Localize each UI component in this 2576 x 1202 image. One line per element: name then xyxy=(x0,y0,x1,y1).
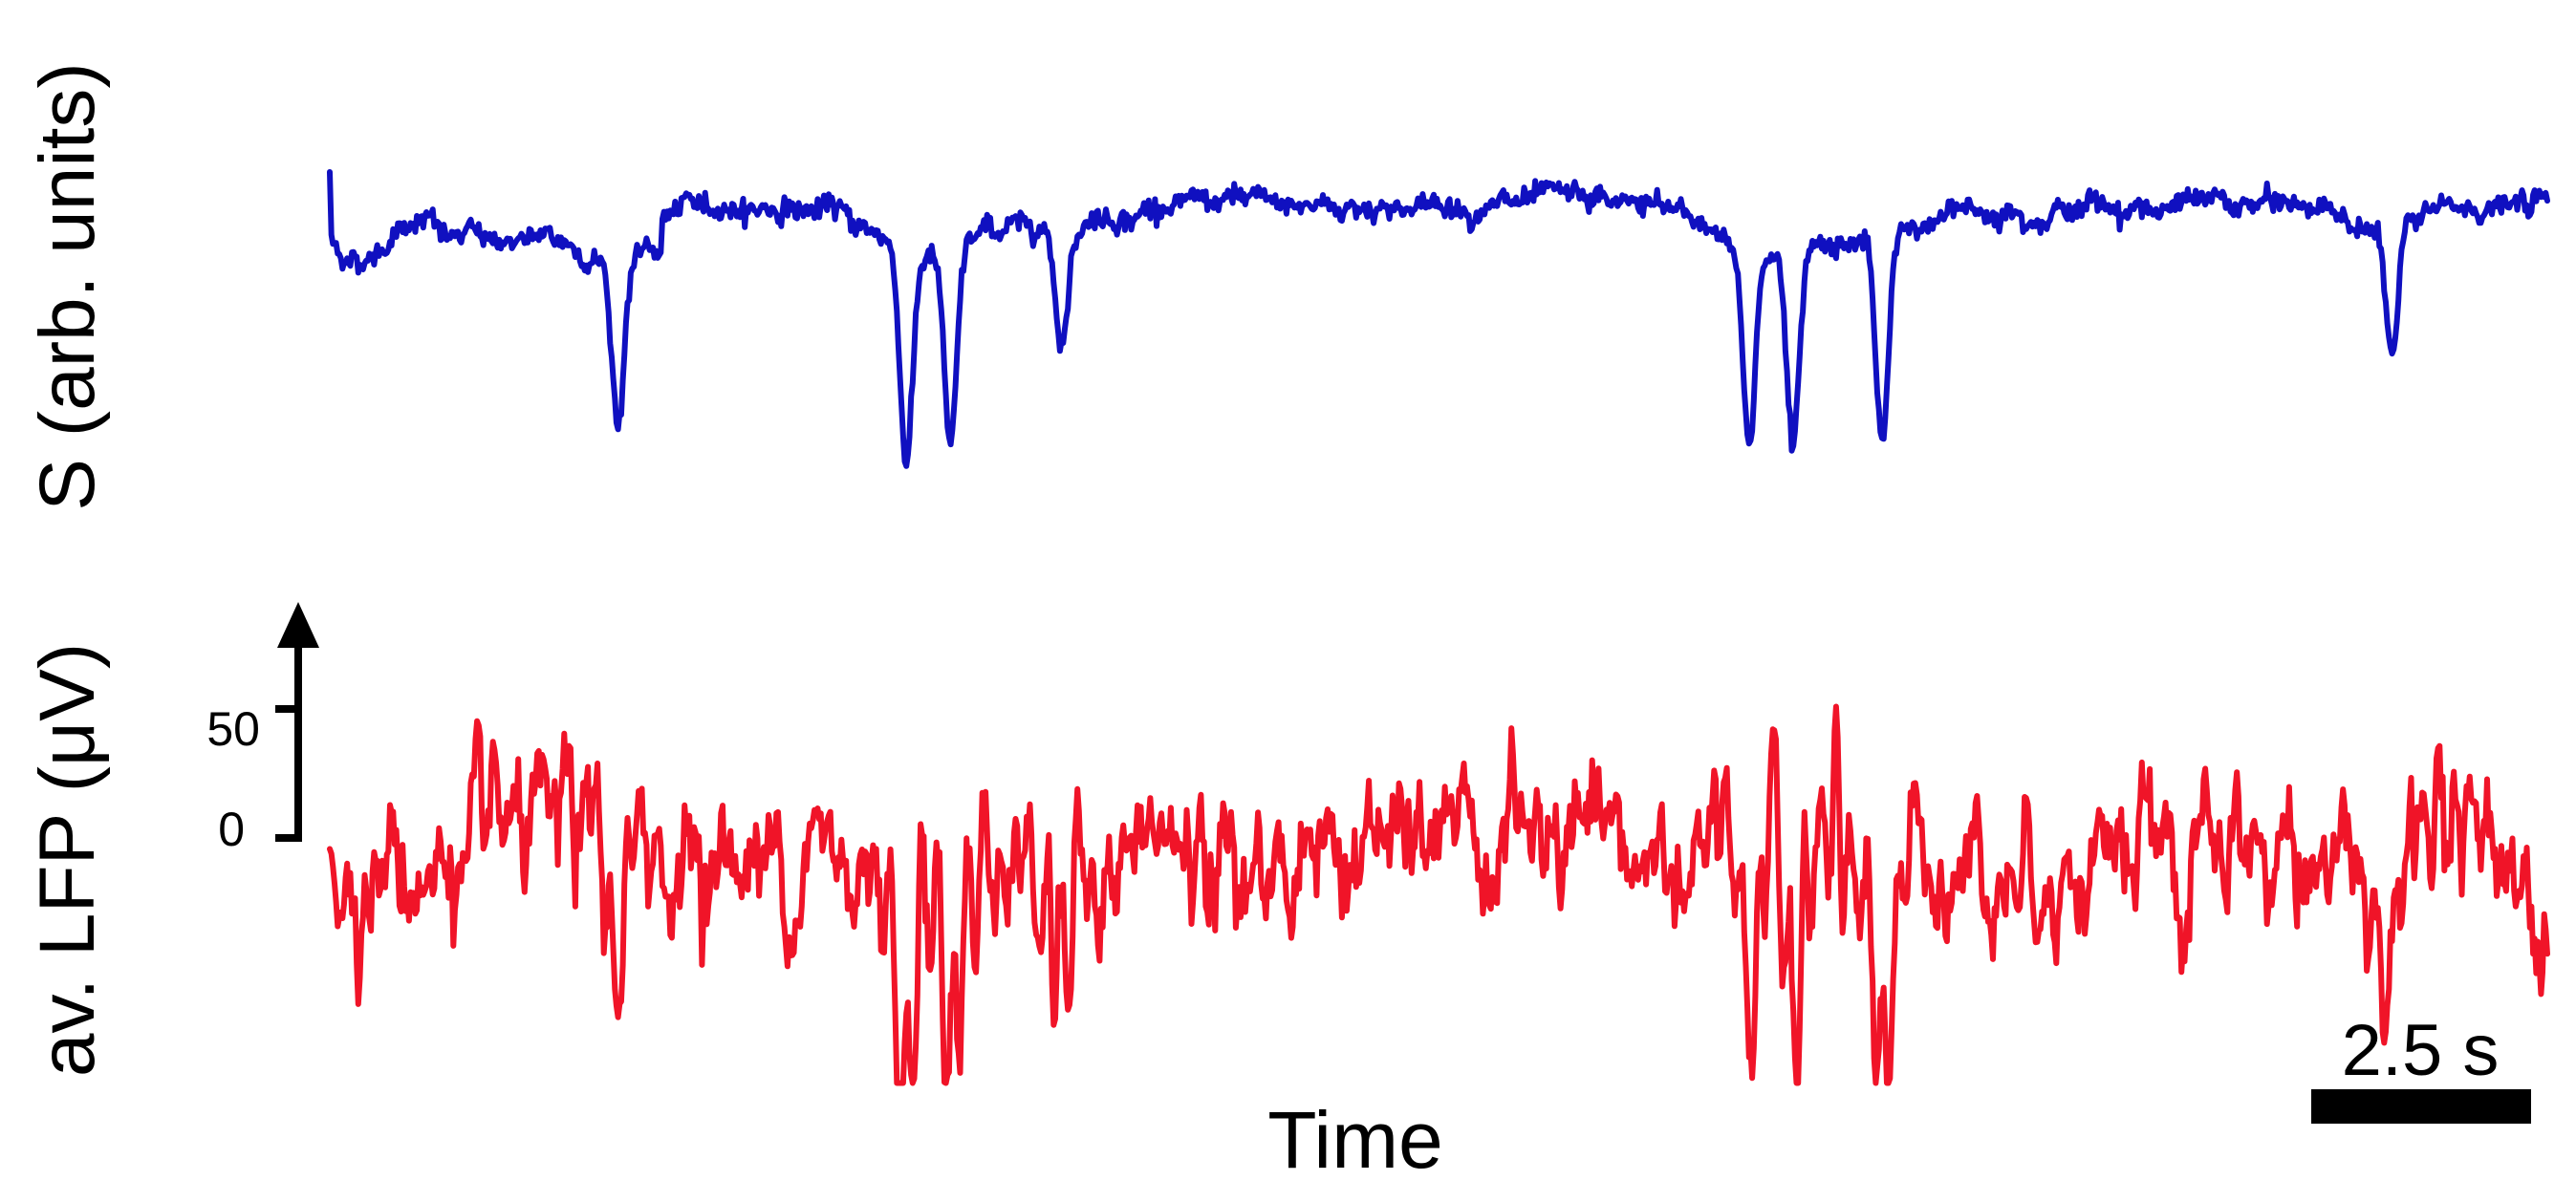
scale-bar-label: 2.5 s xyxy=(2342,1010,2500,1091)
scale-bar-line xyxy=(2311,1089,2531,1124)
lfp-panel: 50 0 av. LFP (μV) xyxy=(24,602,2550,1086)
s-signal-trace xyxy=(327,169,2550,469)
y-axis-arrow-icon xyxy=(277,602,319,648)
lfp-tick-label-0: 0 xyxy=(218,803,245,856)
scale-bar: 2.5 s xyxy=(2311,1010,2531,1124)
lfp-signal-trace xyxy=(327,703,2550,1086)
s-y-axis-label: S (arb. units) xyxy=(24,62,111,510)
x-axis-label: Time xyxy=(1267,1095,1443,1185)
s-panel: S (arb. units) xyxy=(24,62,2550,511)
lfp-y-axis-label: av. LFP (μV) xyxy=(24,643,111,1077)
lfp-tick-label-50: 50 xyxy=(206,702,260,756)
